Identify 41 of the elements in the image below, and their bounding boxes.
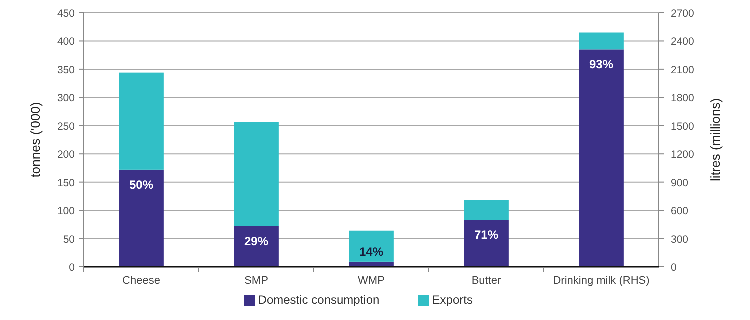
y-tick-label: 150 [57,177,76,190]
y2-tick-label: 2100 [671,64,695,76]
x-tick-label: SMP [244,275,268,287]
y2-tick-label: 2400 [671,36,695,48]
bar [234,226,279,267]
y2-tick-label: 1200 [671,149,695,162]
y2-tick-label: 600 [671,206,689,218]
bar [119,72,164,170]
annotation: 50% [129,178,154,192]
y-axis-title: tonnes ('000) [28,102,43,178]
y2-tick-label: 2700 [671,8,695,20]
bar [464,220,509,267]
annotation: 71% [474,228,499,242]
y-tick-label: 50 [63,234,76,246]
annotation: 93% [589,58,614,72]
x-tick-label: Cheese [122,275,160,287]
annotation: 29% [244,234,269,248]
legend-label: Exports [432,293,473,307]
x-tick-label: Butter [472,275,502,287]
x-tick-label: WMP [358,275,385,287]
y2-tick-label: 300 [671,234,689,246]
bar [464,200,509,220]
y2-tick-label: 1800 [671,92,695,105]
y-tick-label: 400 [57,36,76,48]
x-tick-label: Drinking milk (RHS) [553,275,650,287]
bar [349,230,394,262]
y-tick-label: 250 [57,120,76,133]
y-tick-label: 0 [69,262,76,274]
y2-tick-label: 1500 [671,120,695,133]
annotation: 14% [359,244,384,259]
y-tick-label: 100 [57,206,76,218]
y-tick-label: 350 [57,64,76,76]
y2-axis-title: litres (millions) [708,98,723,182]
y-tick-label: 200 [57,149,76,162]
y2-tick-label: 900 [671,177,689,190]
legend-label: Domestic consumption [258,293,380,307]
bar [119,170,164,267]
bar [234,122,279,226]
y-tick-label: 300 [57,92,76,105]
y2-tick-label: 0 [671,262,677,274]
y-tick-label: 450 [57,8,76,20]
